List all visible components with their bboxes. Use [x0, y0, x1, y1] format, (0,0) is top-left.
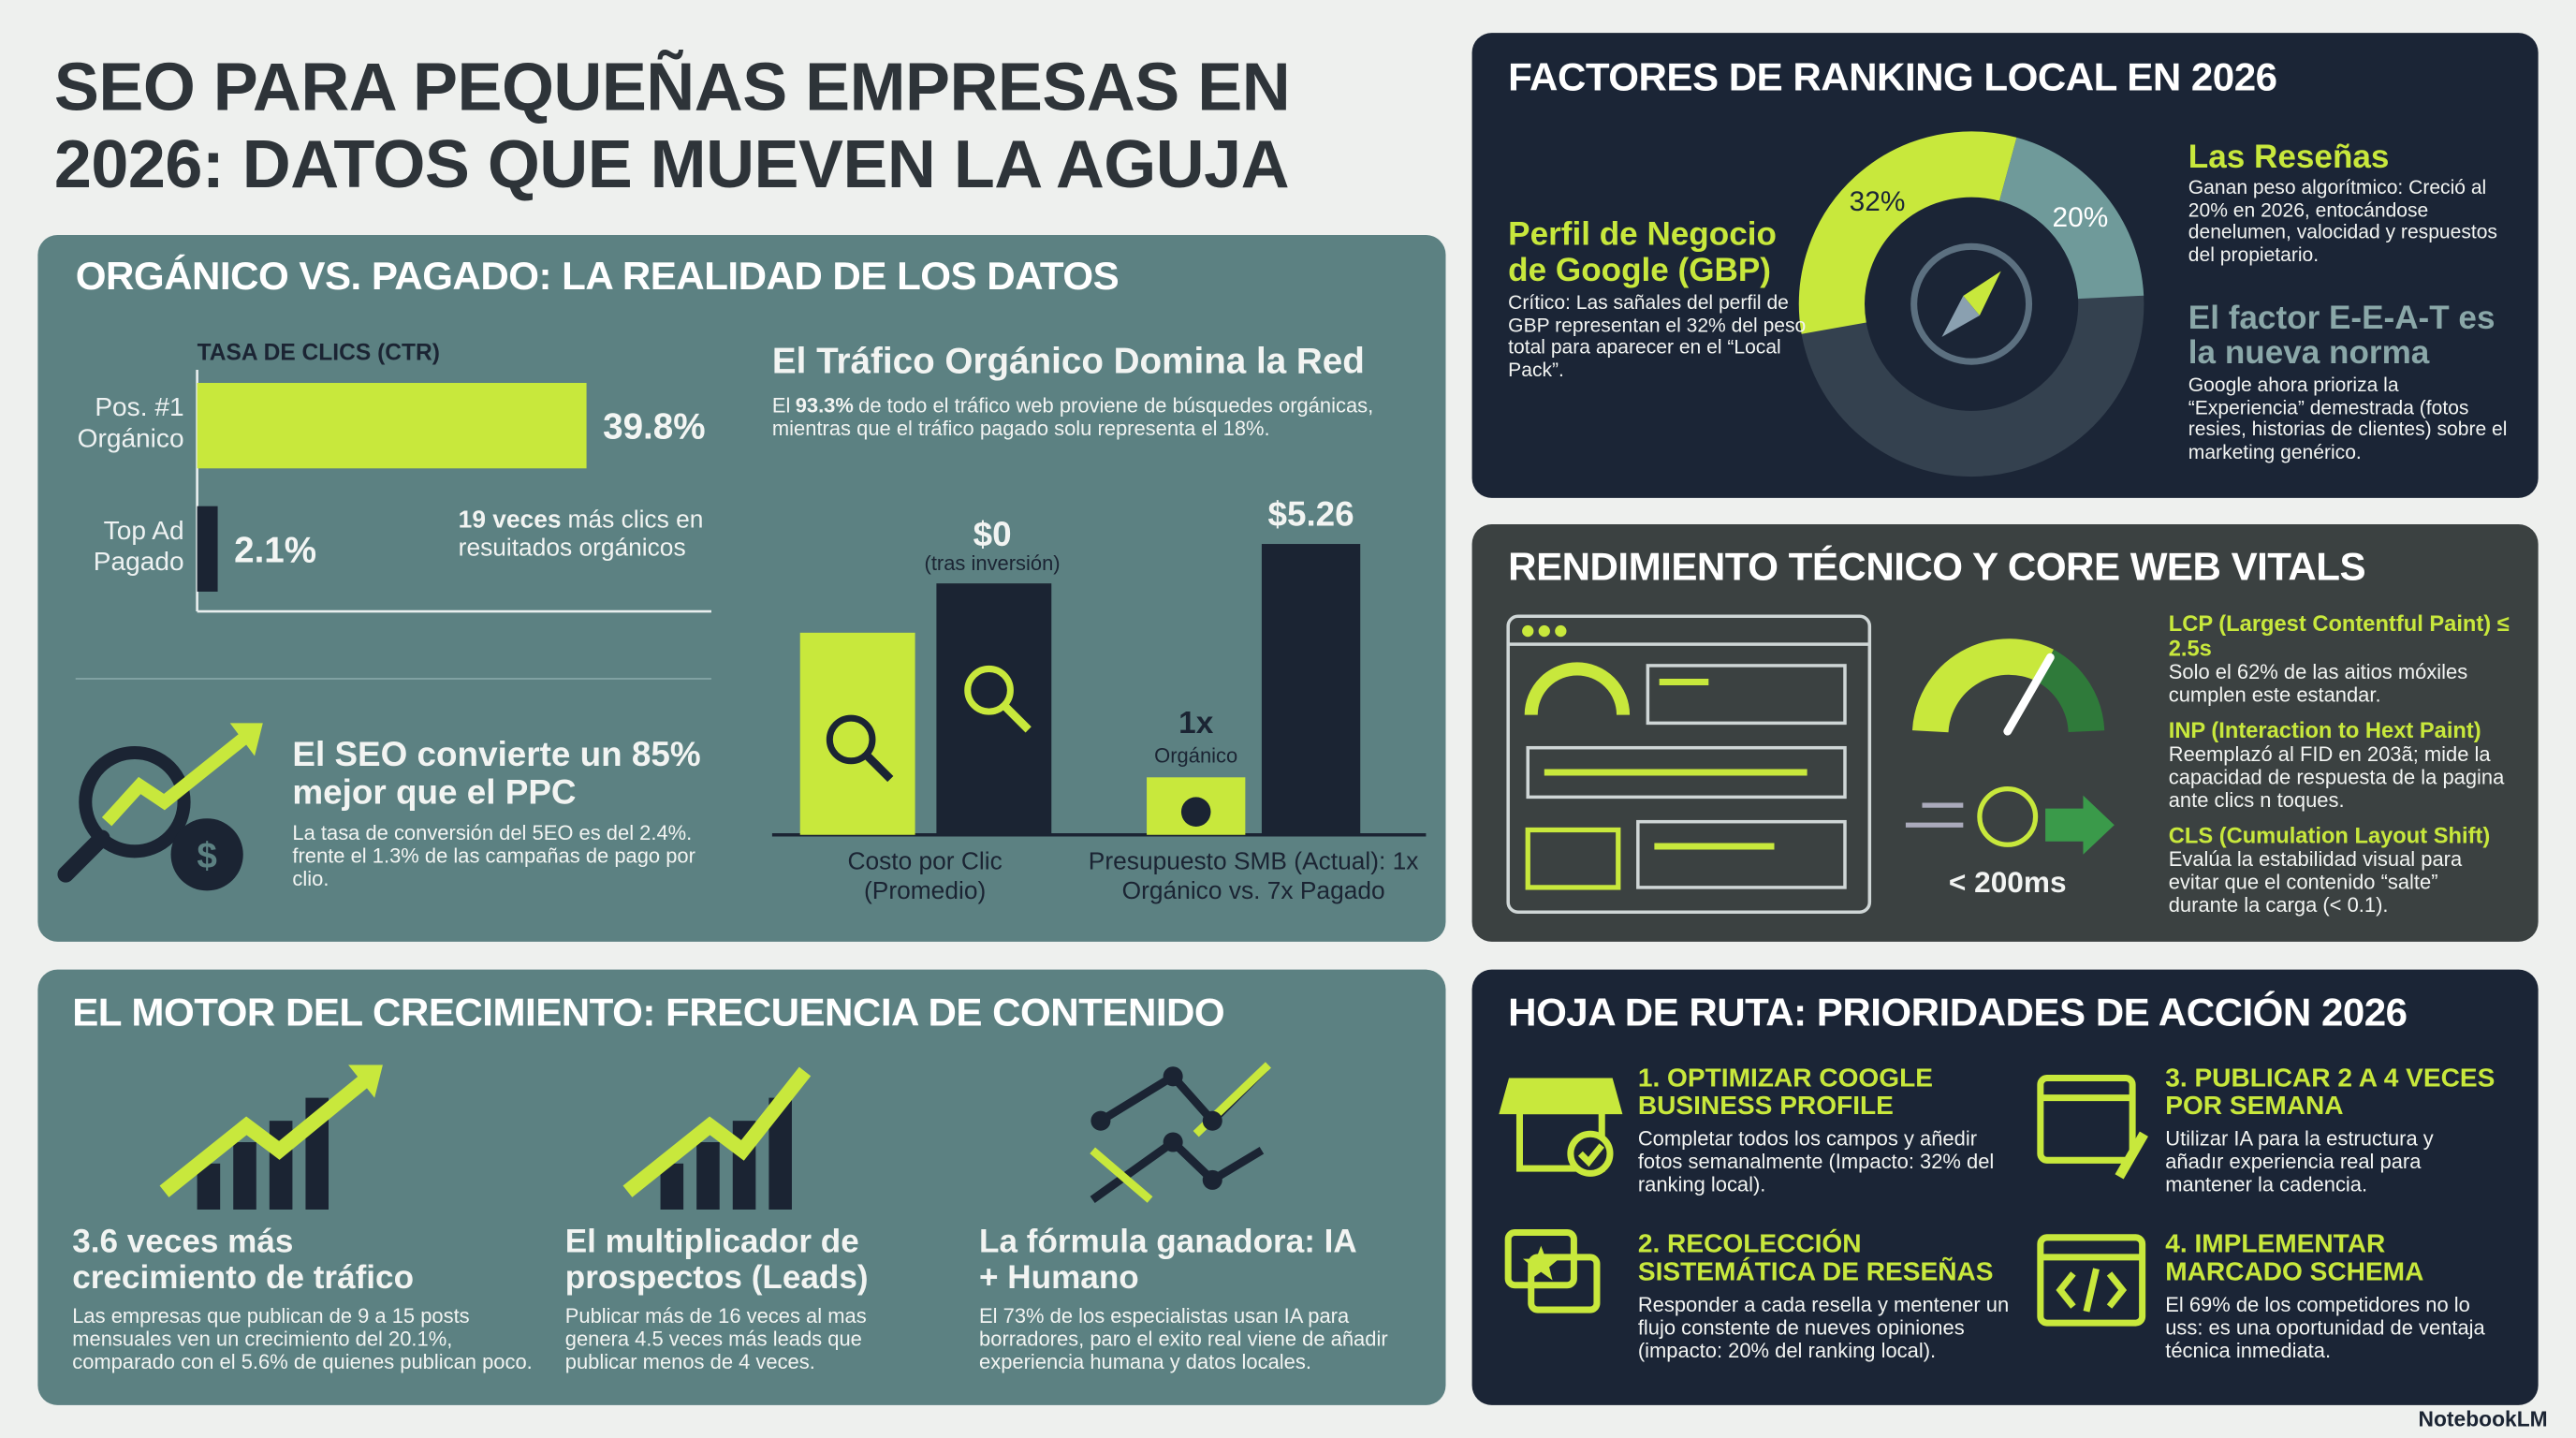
gauge-label: < 200ms: [1948, 866, 2067, 900]
action-title: 4. IMPLEMENTAR MARCADO SCHEMA: [2165, 1230, 2424, 1287]
action-title: 2. RECOLECCIÓN SISTEMÁTICA DE RESEÑAS: [1637, 1230, 1994, 1287]
content-text: Las empresas que publican de 9 a 15 post…: [72, 1304, 533, 1374]
callout-title: Perfil de Negocio de Google (GBP): [1508, 216, 1777, 289]
donut-segment: [1798, 131, 2017, 334]
metric-text: Solo el 62% de las aitios móxiles cumple…: [2168, 660, 2468, 707]
metric-text: Evalúa la estabilidad visual para evitar…: [2168, 847, 2463, 917]
callout-text: Crítico: Las sañales del perfil de GBP r…: [1508, 290, 1807, 381]
note-emphasis: 19 veces: [458, 506, 562, 535]
section-heading: EL MOTOR DEL CRECIMIENTO: FRECUENCIA DE …: [72, 990, 1225, 1035]
budget-paid: $5.26: [1267, 496, 1354, 535]
callout-title: El factor E-E-A-T es la nueva norma: [2188, 301, 2496, 372]
donut-label: 20%: [2053, 202, 2109, 233]
chart-title: TASA DE CLICS (CTR): [197, 338, 440, 365]
content-text: Publicar más de 16 veces al mas genera 4…: [564, 1304, 867, 1374]
bar: [197, 506, 218, 592]
section-heading: ORGÁNICO VS. PAGADO: LA REALIDAD DE LOS …: [75, 255, 1120, 300]
cost-label: Costo por Clic (Promedio): [847, 847, 1003, 906]
browser-icon: [1506, 614, 1872, 915]
bar-value-label: 39.8%: [603, 407, 705, 448]
callout-title: Las Reseñas: [2188, 139, 2390, 176]
action-text: Responder a cada resella y mentener un f…: [1637, 1293, 2010, 1363]
content-text: El 73% de los especialistas usan IA para…: [979, 1304, 1388, 1374]
bar-category: Top Ad Pagado: [93, 517, 184, 578]
traffic-emphasis: 93.3%: [795, 394, 854, 418]
budget-organic-note: Orgánico: [1154, 744, 1238, 768]
bar-value-label: 2.1%: [234, 530, 316, 570]
content-title: 3.6 veces más crecimiento de tráfico: [72, 1224, 415, 1298]
traffic-title: El Tráfico Orgánico Domina la Red: [771, 340, 1365, 382]
budget-organic: 1x: [1178, 706, 1214, 741]
action-text: Completar todos los campos y añedir foto…: [1637, 1127, 1995, 1196]
donut-label: 32%: [1850, 186, 1906, 217]
donut-segment: [1998, 137, 2144, 301]
gauge-icon: [1905, 638, 2115, 855]
action-title: 1. OPTIMIZAR COOGLE BUSINESS PROFILE: [1637, 1064, 1933, 1122]
section-heading: HOJA DE RUTA: PRIORIDADES DE ACCIÓN 2026: [1508, 990, 2408, 1035]
traffic-text: de todo el tráfico web proviene de búsqu…: [771, 394, 1374, 441]
metric-title: CLS (Cumulation Layout Shift): [2168, 823, 2491, 848]
metric-title: LCP (Largest Contentful Paint) ≤ 2.5s: [2168, 611, 2510, 661]
callout-text: Ganan peso algorítmico: Creció al 20% en…: [2188, 175, 2497, 266]
content-title: El multiplicador de prospectos (Leads): [564, 1224, 869, 1298]
callout-text: Google ahora prioriza la “Experiencia” d…: [2188, 373, 2508, 463]
conversion-title: El SEO convierte un 85% mejor que el PPC: [292, 736, 701, 813]
cost-value: $0: [973, 516, 1012, 554]
content-title: La fórmula ganadora: IA + Humano: [979, 1224, 1356, 1298]
traffic-text: El: [771, 394, 791, 418]
compass-icon: [1910, 242, 2033, 365]
conversion-icon: $: [57, 723, 263, 891]
metric-title: INP (Interaction to Hext Paint): [2168, 718, 2481, 743]
svg-text:$: $: [197, 836, 216, 876]
action-title: 3. PUBLICAR 2 A 4 VECES POR SEMANA: [2165, 1064, 2496, 1122]
page-title: SEO PARA PEQUEÑAS EMPRESAS EN 2026: DATO…: [53, 49, 1291, 202]
section-heading: RENDIMIENTO TÉCNICO Y CORE WEB VITALS: [1508, 545, 2366, 591]
conversion-text: La tasa de conversión del 5EO es del 2.4…: [292, 821, 695, 891]
cost-illustration: [771, 544, 1427, 837]
brand: NotebookLM: [2418, 1406, 2548, 1431]
roadmap-icons: [1499, 1075, 2148, 1327]
note-text: más clics en resuitados orgánicos: [458, 506, 704, 563]
action-text: Utilizar IA para la estructura y añadır …: [2165, 1127, 2434, 1196]
metric-text: Reemplazó al FID en 203ã; mide la capaci…: [2168, 742, 2505, 813]
bar: [197, 383, 587, 469]
growth-icon: [159, 1062, 1271, 1210]
cost-note: (tras inversión): [924, 551, 1061, 576]
budget-label: Presupuesto SMB (Actual): 1x Orgánico vs…: [1088, 847, 1419, 906]
roadmap-panel: [1471, 969, 2539, 1405]
action-text: El 69% de los competidores no lo uss: es…: [2165, 1293, 2485, 1363]
bar-category: Pos. #1 Orgánico: [77, 394, 184, 454]
section-heading: FACTORES DE RANKING LOCAL EN 2026: [1508, 55, 2277, 101]
